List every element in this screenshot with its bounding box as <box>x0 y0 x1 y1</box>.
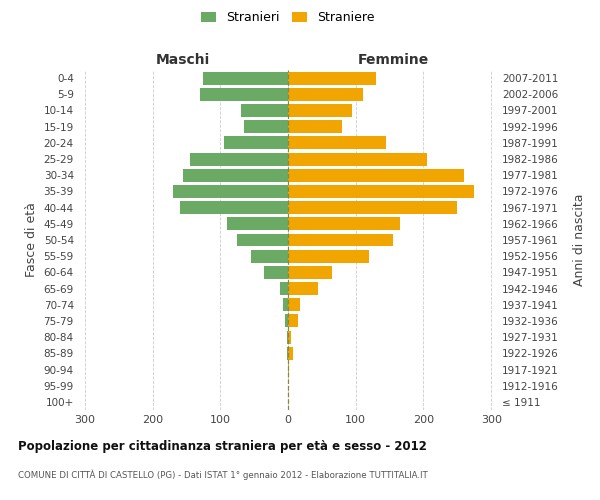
Y-axis label: Fasce di età: Fasce di età <box>25 202 38 278</box>
Bar <box>241 104 288 117</box>
Bar <box>244 120 288 133</box>
Bar <box>280 282 288 295</box>
Bar <box>200 88 288 101</box>
Bar <box>288 185 474 198</box>
Bar <box>288 218 400 230</box>
Bar <box>288 136 386 149</box>
Bar <box>224 136 288 149</box>
Bar <box>288 169 464 181</box>
Text: Popolazione per cittadinanza straniera per età e sesso - 2012: Popolazione per cittadinanza straniera p… <box>18 440 427 453</box>
Bar <box>287 330 288 344</box>
Bar <box>183 169 288 181</box>
Bar <box>288 201 457 214</box>
Text: Maschi: Maschi <box>156 53 210 67</box>
Bar <box>179 201 288 214</box>
Bar <box>288 314 298 328</box>
Text: COMUNE DI CITTÀ DI CASTELLO (PG) - Dati ISTAT 1° gennaio 2012 - Elaborazione TUT: COMUNE DI CITTÀ DI CASTELLO (PG) - Dati … <box>18 469 428 480</box>
Bar <box>190 152 288 166</box>
Bar <box>264 266 288 279</box>
Bar <box>288 72 376 85</box>
Bar <box>227 218 288 230</box>
Bar <box>288 330 292 344</box>
Bar <box>283 298 288 311</box>
Bar <box>173 185 288 198</box>
Bar <box>288 120 342 133</box>
Bar <box>288 282 319 295</box>
Bar <box>284 314 288 328</box>
Bar <box>288 347 293 360</box>
Bar <box>251 250 288 262</box>
Bar <box>288 363 289 376</box>
Legend: Stranieri, Straniere: Stranieri, Straniere <box>201 11 375 24</box>
Bar <box>288 88 362 101</box>
Text: Femmine: Femmine <box>358 53 428 67</box>
Bar <box>237 234 288 246</box>
Bar <box>288 266 332 279</box>
Bar <box>288 234 393 246</box>
Bar <box>288 298 300 311</box>
Bar <box>288 250 369 262</box>
Bar <box>203 72 288 85</box>
Bar <box>288 152 427 166</box>
Bar <box>288 104 352 117</box>
Y-axis label: Anni di nascita: Anni di nascita <box>573 194 586 286</box>
Bar <box>287 347 288 360</box>
